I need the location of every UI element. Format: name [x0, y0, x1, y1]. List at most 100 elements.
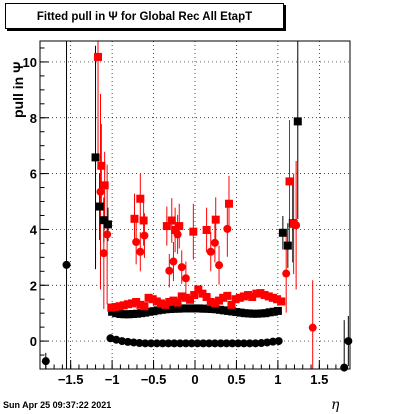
y-tick-label: 10 — [23, 55, 37, 70]
data-point — [41, 357, 50, 366]
y-axis-label: pull in Ψ — [10, 62, 26, 118]
chart-title: Fitted pull in Ψ for Global Rec All Etap… — [36, 11, 253, 23]
data-point — [181, 274, 190, 283]
data-point — [157, 299, 166, 308]
data-point — [274, 337, 283, 346]
data-point — [62, 260, 71, 269]
data-point — [141, 308, 150, 317]
data-point — [227, 300, 236, 309]
data-point — [269, 307, 278, 316]
data-point — [120, 310, 129, 319]
data-point — [115, 302, 124, 311]
data-point — [260, 291, 269, 300]
data-point — [253, 309, 262, 318]
y-tick-label: 6 — [30, 167, 37, 182]
data-point — [99, 216, 108, 225]
data-point — [181, 339, 190, 348]
y-tick-label: 4 — [30, 222, 38, 237]
data-point — [145, 307, 154, 316]
x-tick-labels: −1.5 −1 −0.5 0 0.5 1 1.5 — [58, 372, 329, 387]
data-point — [245, 339, 254, 348]
data-point — [252, 289, 261, 298]
data-point — [234, 339, 243, 348]
data-point — [157, 305, 166, 314]
data-point — [224, 199, 233, 208]
data-point — [103, 230, 112, 239]
data-point — [136, 194, 145, 203]
data-point — [187, 339, 196, 348]
data-point — [257, 309, 266, 318]
x-tick-label: −1 — [105, 372, 120, 387]
data-point — [164, 339, 173, 348]
data-point — [152, 297, 161, 306]
data-point — [239, 292, 248, 301]
data-point — [203, 304, 212, 313]
data-point — [95, 202, 104, 211]
data-point — [210, 339, 219, 348]
y-tick-labels: 0 2 4 6 8 10 — [23, 55, 38, 349]
data-point — [220, 306, 229, 315]
y-tick-label: 8 — [30, 111, 37, 126]
data-point — [169, 257, 178, 266]
data-point — [207, 304, 216, 313]
data-point — [140, 302, 149, 311]
data-point — [268, 293, 277, 302]
x-tick-label: 1.5 — [310, 372, 328, 387]
data-point — [175, 222, 184, 231]
data-point — [223, 224, 232, 233]
data-point — [244, 291, 253, 300]
data-point — [140, 231, 149, 240]
data-point — [108, 307, 117, 316]
data-point — [178, 304, 187, 313]
y-tick-label: 2 — [30, 278, 37, 293]
data-point — [169, 296, 178, 305]
timestamp: Sun Apr 25 09:37:22 2021 — [3, 400, 112, 410]
data-point — [199, 304, 208, 313]
data-point — [202, 292, 211, 301]
data-point — [278, 228, 287, 237]
data-point — [232, 308, 241, 317]
data-point — [191, 304, 199, 313]
x-tick-label: 0 — [191, 372, 198, 387]
data-point — [244, 309, 253, 318]
data-point — [264, 292, 273, 301]
data-point — [139, 216, 148, 225]
data-point — [152, 339, 161, 348]
data-point — [215, 261, 224, 270]
data-point — [173, 298, 182, 307]
data-point — [132, 298, 141, 307]
data-point — [277, 297, 286, 306]
data-point — [119, 301, 128, 310]
data-point — [285, 177, 294, 186]
data-point — [129, 338, 138, 347]
data-point — [147, 339, 156, 348]
data-point — [181, 293, 190, 302]
data-point — [193, 339, 202, 348]
data-point — [268, 337, 277, 346]
data-point — [186, 295, 195, 304]
grid — [40, 41, 350, 369]
data-point — [176, 339, 185, 348]
x-tick-label: −1.5 — [58, 372, 84, 387]
data-point — [123, 337, 132, 346]
data-point — [215, 296, 224, 305]
data-point — [182, 304, 191, 313]
data-point — [199, 339, 208, 348]
data-point — [161, 300, 170, 309]
data-point — [162, 222, 171, 231]
data-point — [282, 269, 291, 278]
data-point — [167, 216, 176, 225]
data-point — [158, 339, 167, 348]
data-point — [100, 181, 109, 190]
data-point — [273, 295, 282, 304]
data-point — [124, 310, 133, 319]
data-point — [228, 307, 237, 316]
data-point — [130, 214, 139, 223]
data-point — [137, 309, 146, 318]
data-point — [148, 295, 157, 304]
data-point — [123, 300, 132, 309]
data-point — [240, 309, 249, 318]
data-point — [189, 227, 198, 236]
data-point — [273, 306, 282, 315]
